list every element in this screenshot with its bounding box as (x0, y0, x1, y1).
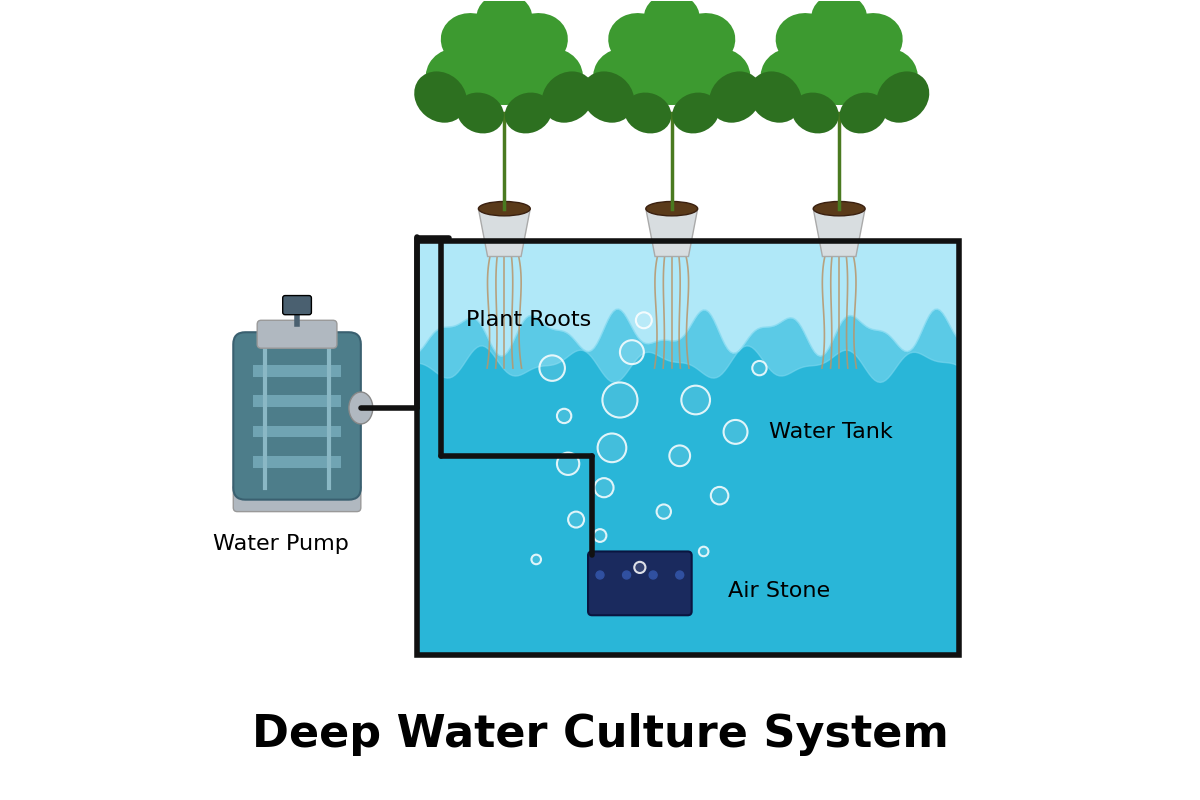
Ellipse shape (624, 93, 671, 134)
FancyBboxPatch shape (253, 456, 341, 468)
Circle shape (532, 554, 541, 564)
Ellipse shape (541, 71, 594, 122)
Circle shape (620, 340, 644, 364)
Text: Air Stone: Air Stone (727, 582, 829, 602)
FancyBboxPatch shape (253, 365, 341, 377)
Ellipse shape (582, 71, 635, 122)
Ellipse shape (877, 71, 929, 122)
Circle shape (635, 562, 646, 573)
Circle shape (598, 434, 626, 462)
Circle shape (682, 386, 710, 414)
Ellipse shape (608, 13, 672, 70)
FancyBboxPatch shape (253, 426, 341, 438)
Ellipse shape (761, 48, 830, 114)
Circle shape (557, 453, 580, 475)
Ellipse shape (624, 26, 720, 105)
Circle shape (649, 571, 658, 579)
Circle shape (596, 571, 604, 579)
FancyBboxPatch shape (257, 320, 337, 348)
Ellipse shape (840, 13, 902, 70)
Polygon shape (479, 209, 530, 257)
Ellipse shape (848, 48, 918, 114)
FancyBboxPatch shape (588, 551, 691, 615)
Circle shape (656, 505, 671, 518)
Ellipse shape (680, 48, 750, 114)
FancyBboxPatch shape (233, 484, 361, 512)
Ellipse shape (514, 48, 583, 114)
Circle shape (568, 512, 584, 527)
Circle shape (602, 382, 637, 418)
Ellipse shape (505, 93, 552, 134)
Polygon shape (814, 209, 865, 257)
FancyBboxPatch shape (233, 332, 361, 500)
Ellipse shape (709, 71, 762, 122)
Ellipse shape (593, 48, 662, 114)
Text: Water Tank: Water Tank (769, 422, 893, 442)
Ellipse shape (414, 71, 467, 122)
Text: Water Pump: Water Pump (214, 534, 349, 554)
Ellipse shape (440, 13, 504, 70)
Ellipse shape (504, 13, 568, 70)
Ellipse shape (644, 0, 700, 42)
Circle shape (724, 420, 748, 444)
Ellipse shape (792, 93, 839, 134)
Ellipse shape (814, 202, 865, 216)
Ellipse shape (646, 202, 697, 216)
Circle shape (540, 355, 565, 381)
Circle shape (670, 446, 690, 466)
Ellipse shape (476, 0, 533, 42)
FancyBboxPatch shape (416, 241, 959, 655)
Ellipse shape (749, 71, 802, 122)
Ellipse shape (672, 13, 736, 70)
Ellipse shape (479, 202, 530, 216)
Ellipse shape (349, 392, 373, 424)
Ellipse shape (840, 93, 887, 134)
Ellipse shape (791, 26, 887, 105)
FancyBboxPatch shape (253, 395, 341, 407)
FancyBboxPatch shape (283, 295, 312, 314)
Text: Plant Roots: Plant Roots (466, 310, 590, 330)
Ellipse shape (456, 26, 552, 105)
Circle shape (594, 529, 606, 542)
Circle shape (676, 571, 684, 579)
Ellipse shape (426, 48, 496, 114)
Circle shape (698, 546, 708, 556)
Circle shape (594, 478, 613, 498)
Ellipse shape (457, 93, 504, 134)
Circle shape (752, 361, 767, 375)
Circle shape (557, 409, 571, 423)
Text: Deep Water Culture System: Deep Water Culture System (252, 714, 948, 756)
Circle shape (623, 571, 630, 579)
Circle shape (636, 312, 652, 328)
Circle shape (710, 487, 728, 505)
Ellipse shape (811, 0, 868, 42)
Ellipse shape (672, 93, 719, 134)
Ellipse shape (775, 13, 839, 70)
Polygon shape (646, 209, 697, 257)
